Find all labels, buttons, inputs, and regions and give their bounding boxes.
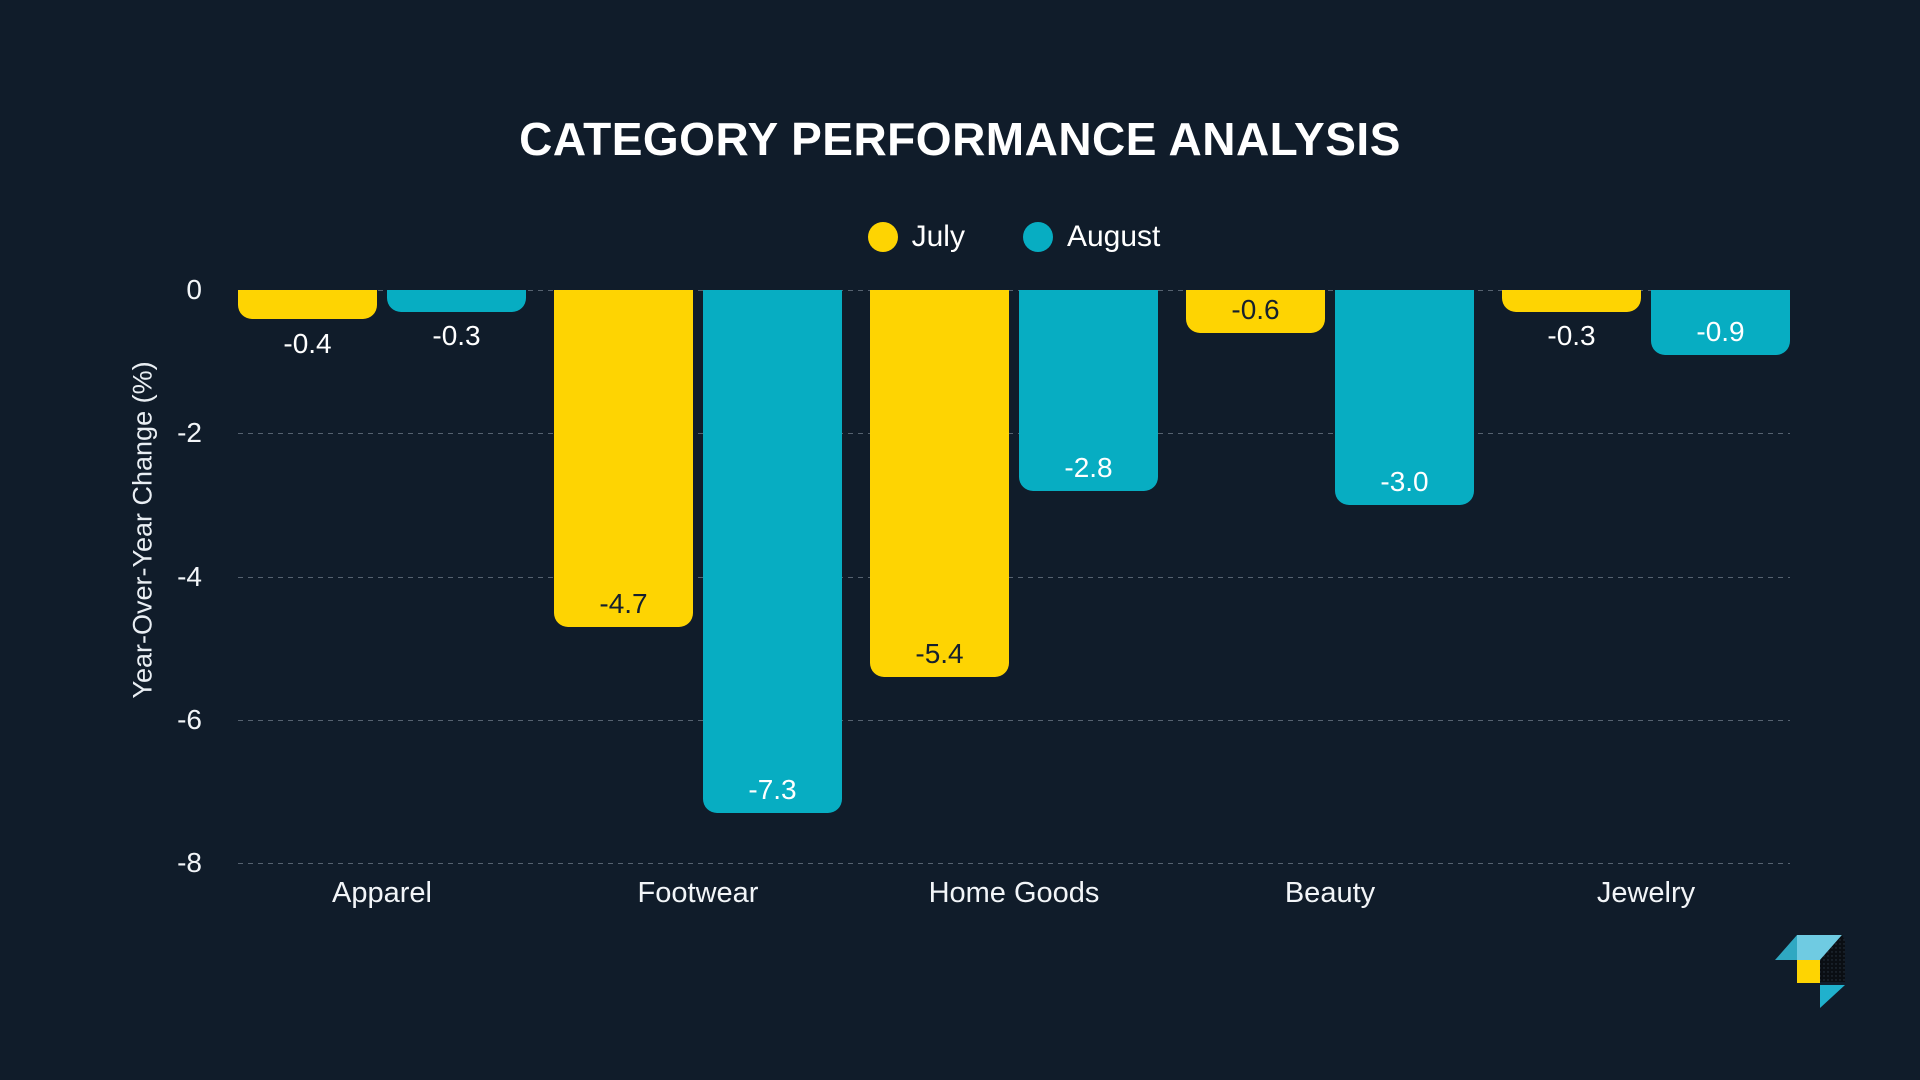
july-swatch-icon [867,222,898,252]
bar-slot-august-beauty: -3.0 [1335,290,1474,863]
chart-title: CATEGORY PERFORMANCE ANALYSIS [519,113,1401,165]
grid-layer [238,290,1790,864]
bar-july-beauty: -0.6 [1186,290,1325,333]
value-label-july-jewelry: -0.3 [1547,320,1596,352]
bar-slot-july-jewelry: -0.3 [1502,290,1641,863]
plot-area: 0 -2 -4 -6 -8 -0.4 -0.3 -4.7 -7.3 -5.4 -2.8 -0.6 -3… [177,276,1790,877]
logo-yellow-square [1797,960,1820,983]
logo-top-face [1797,935,1842,960]
august-swatch-icon [1022,222,1053,252]
bar-group-jewelry: -0.3 -0.9 [1502,290,1790,863]
bar-july-home-goods: -5.4 [870,290,1009,677]
gridline [238,863,1790,864]
y-tick-label: -8 [177,847,202,878]
value-label-august-home-goods: -2.8 [1064,451,1113,483]
y-tick-label: -2 [177,417,202,449]
category-label-beauty: Beauty [1284,877,1376,909]
legend: July August [238,220,1790,254]
value-label-july-beauty: -0.6 [1231,294,1280,325]
gridline [238,719,1790,721]
gridline [238,433,1790,435]
y-tick-label: -6 [177,703,202,735]
bar-july-jewelry [1502,290,1641,312]
legend-item-august: August [1022,220,1161,254]
category-label-jewelry: Jewelry [1596,877,1696,909]
value-label-august-footwear: -7.3 [748,773,797,805]
value-label-july-apparel: -0.4 [283,327,332,359]
gridline [238,576,1790,578]
bar-group-home-goods: -5.4 -2.8 [870,290,1158,863]
gridline [238,290,1790,291]
y-tick-label: 0 [186,274,202,305]
bar-august-beauty: -3.0 [1335,290,1474,505]
value-label-august-apparel: -0.3 [432,320,481,352]
bar-slot-august-footwear: -7.3 [703,290,842,863]
bar-august-jewelry: -0.9 [1651,290,1790,355]
legend-label-august: August [1066,220,1161,253]
bar-august-apparel [387,290,526,312]
brand-logo-mark-icon [1775,935,1845,1008]
value-label-august-beauty: -3.0 [1380,465,1429,497]
bars-layer: -0.4 -0.3 -4.7 -7.3 -5.4 -2.8 -0.6 -3.0 -0.3 -0.9 [238,290,1790,863]
logo-bottom-fold [1820,985,1845,1008]
category-label-home-goods: Home Goods [928,877,1100,909]
bar-july-apparel [238,290,377,319]
bar-group-apparel: -0.4 -0.3 [238,290,526,863]
category-label-footwear: Footwear [637,877,759,909]
value-label-july-footwear: -4.7 [599,587,648,619]
legend-item-july: July [867,220,965,254]
bar-slot-july-apparel: -0.4 [238,290,377,863]
value-label-august-jewelry: -0.9 [1696,315,1745,347]
y-tick-label: -4 [177,560,202,592]
value-label-july-home-goods: -5.4 [915,637,964,669]
bar-july-footwear: -4.7 [554,290,693,627]
y-tick-labels: 0 -2 -4 -6 -8 [108,276,218,877]
bar-group-footwear: -4.7 -7.3 [554,290,842,863]
logo-shadow-face [1820,935,1845,982]
category-label-apparel: Apparel [332,877,432,909]
bar-august-home-goods: -2.8 [1019,290,1158,491]
bar-slot-july-footwear: -4.7 [554,290,693,863]
bar-slot-july-home-goods: -5.4 [870,290,1009,863]
legend-label-july: July [911,220,965,253]
bar-slot-august-apparel: -0.3 [387,290,526,863]
bar-august-footwear: -7.3 [703,290,842,813]
bar-slot-july-beauty: -0.6 [1186,290,1325,863]
bar-group-beauty: -0.6 -3.0 [1186,290,1474,863]
category-labels: Apparel Footwear Home Goods Beauty Jewelry [238,877,1790,910]
bar-slot-august-jewelry: -0.9 [1651,290,1790,863]
logo-left-fold [1775,935,1797,960]
bar-slot-august-home-goods: -2.8 [1019,290,1158,863]
